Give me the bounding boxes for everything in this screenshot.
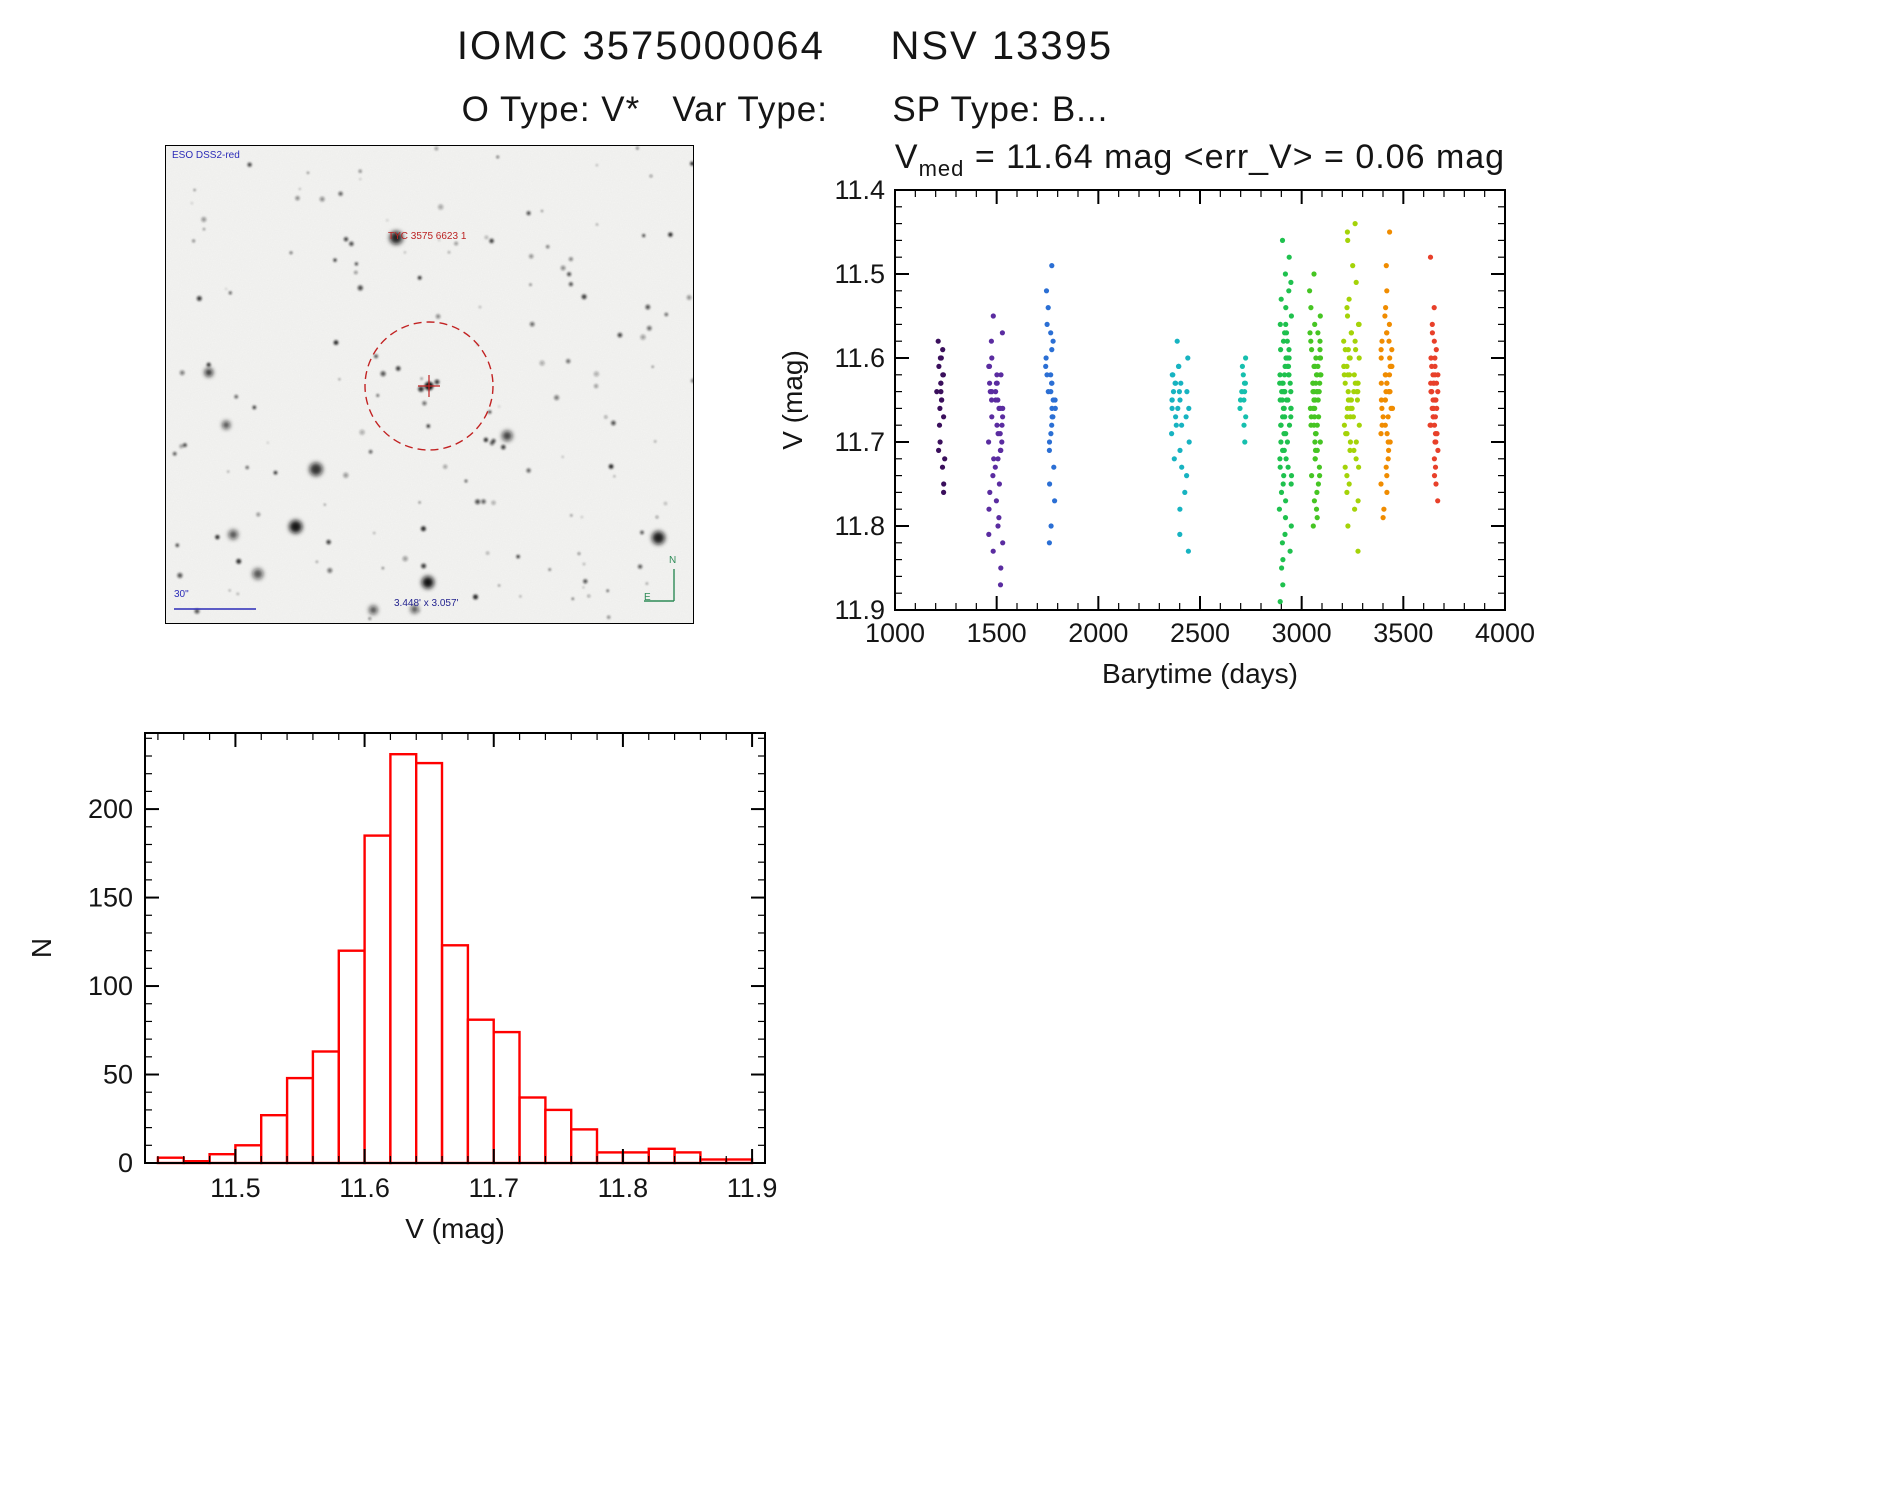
target-label: TYC 3575 6623 1 (388, 231, 467, 242)
svg-text:11.9: 11.9 (727, 1173, 778, 1203)
lightcurve-stats-title: Vmed = 11.64 mag <err_V> = 0.06 mag (894, 138, 1506, 181)
svg-text:0: 0 (118, 1148, 133, 1178)
lightcurve-section: Vmed = 11.64 mag <err_V> = 0.06 mag 1000… (780, 138, 1560, 728)
svg-text:2000: 2000 (1068, 618, 1128, 648)
svg-text:11.5: 11.5 (210, 1173, 261, 1203)
svg-text:11.6: 11.6 (834, 343, 885, 373)
axis-labels: 11.5 11.6 11.7 11.8 11.9 0 50 100 150 200 V (mag) N (26, 794, 777, 1244)
svg-text:2500: 2500 (1170, 618, 1230, 648)
svg-text:11.7: 11.7 (834, 427, 885, 457)
svg-text:3000: 3000 (1272, 618, 1332, 648)
finder-chart: ESO DSS2-red TYC 3575 6623 1 30" 3.448' … (165, 145, 694, 624)
aperture-circle (364, 321, 494, 451)
svg-text:3500: 3500 (1373, 618, 1433, 648)
scatter-points (934, 221, 1441, 605)
svg-text:1000: 1000 (865, 618, 925, 648)
compass-east-label: E (644, 592, 651, 603)
page-title: IOMC 3575000064 NSV 13395 (456, 24, 1114, 68)
svg-text:1500: 1500 (967, 618, 1027, 648)
svg-text:11.7: 11.7 (468, 1173, 519, 1203)
compass-north-label: N (669, 555, 677, 566)
starfield-image (166, 146, 693, 623)
svg-text:11.6: 11.6 (339, 1173, 390, 1203)
svg-text:11.8: 11.8 (834, 511, 885, 541)
svg-text:11.4: 11.4 (834, 178, 885, 205)
stars-big (204, 231, 665, 615)
histogram-bars (156, 753, 754, 1165)
scale-bar-label: 30" (174, 589, 189, 600)
axes (894, 189, 1506, 611)
svg-text:200: 200 (88, 794, 133, 824)
axis-labels: 1000 1500 2000 2500 3000 3500 4000 11.4 11.5 11.6… (780, 178, 1535, 689)
fov-label: 3.448' x 3.057' (394, 598, 459, 609)
svg-text:150: 150 (88, 883, 133, 913)
svg-text:50: 50 (103, 1060, 133, 1090)
stars-small (172, 146, 693, 620)
survey-label: ESO DSS2-red (172, 150, 240, 161)
histogram-plot: 11.5 11.6 11.7 11.8 11.9 0 50 100 150 200 V (mag) N (26, 732, 777, 1244)
lightcurve-plot: 1000 1500 2000 2500 3000 3500 4000 11.4 11.5 11.6… (780, 178, 1535, 689)
svg-text:100: 100 (88, 971, 133, 1001)
svg-text:4000: 4000 (1475, 618, 1535, 648)
histogram-section: 11.5 11.6 11.7 11.8 11.9 0 50 100 150 200 V (mag) N (25, 718, 815, 1288)
y-axis-title: N (26, 938, 57, 958)
page-subtitle: O Type: V* Var Type: SP Type: B... (461, 90, 1109, 129)
x-axis-title: Barytime (days) (1102, 658, 1298, 689)
svg-text:11.8: 11.8 (598, 1173, 649, 1203)
svg-text:11.5: 11.5 (834, 259, 885, 289)
svg-text:11.9: 11.9 (834, 595, 885, 625)
x-axis-title: V (mag) (405, 1213, 505, 1244)
axes (144, 732, 766, 1164)
y-axis-title: V (mag) (780, 350, 808, 450)
